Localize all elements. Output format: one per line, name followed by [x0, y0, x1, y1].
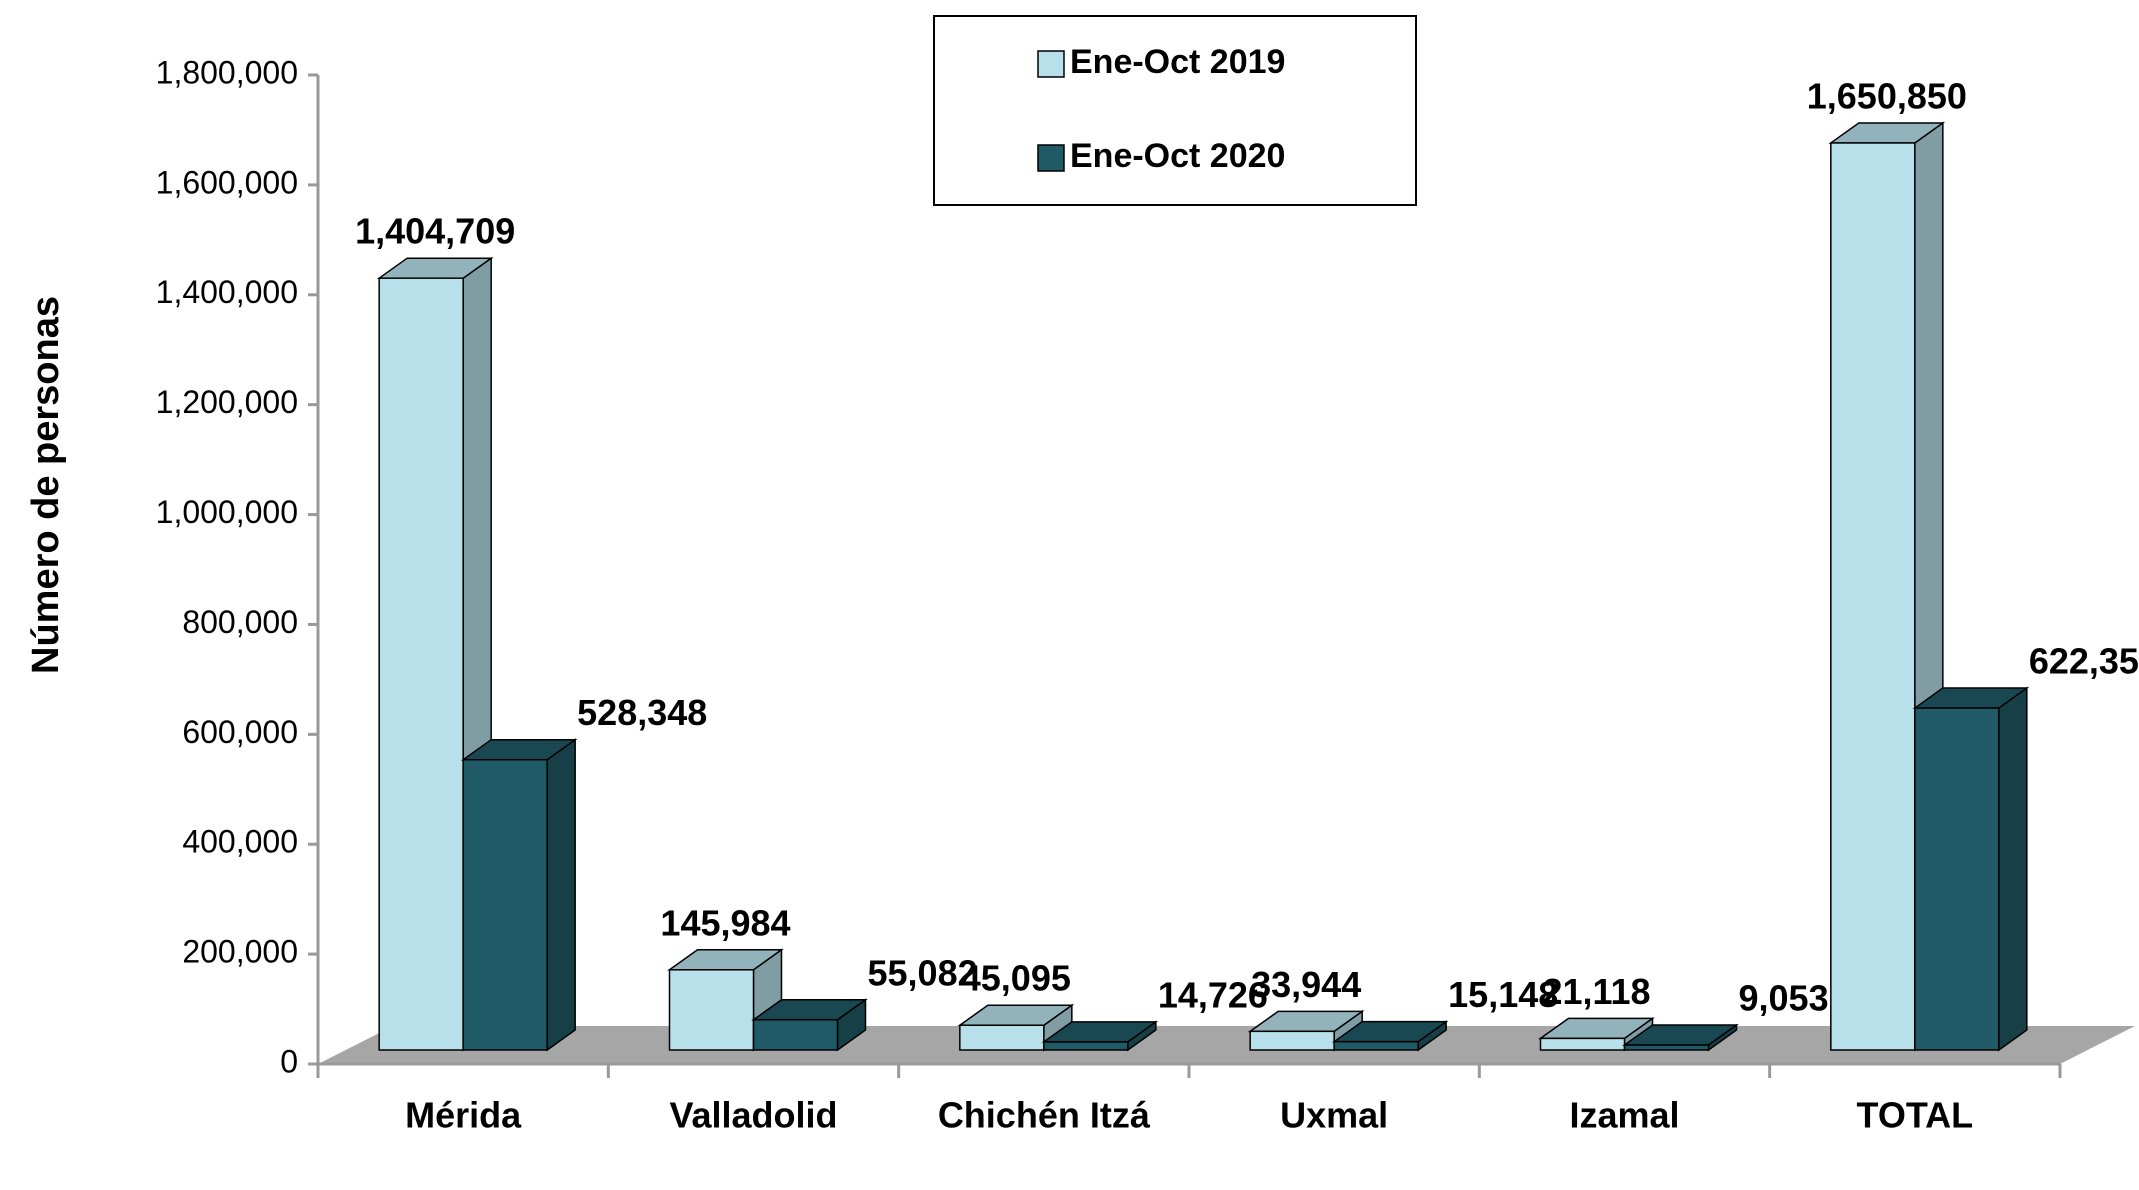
bar — [462, 758, 548, 1051]
x-tick-label: Uxmal — [1280, 1095, 1388, 1136]
legend-box — [933, 15, 1417, 206]
data-label: 55,082 — [868, 952, 978, 993]
data-label: 33,944 — [1251, 964, 1361, 1005]
y-tick-label: 600,000 — [182, 714, 298, 750]
data-label: 45,095 — [961, 958, 1071, 999]
x-tick-label: Mérida — [405, 1095, 522, 1136]
bar — [959, 1024, 1045, 1051]
bar-side — [1998, 686, 2028, 1052]
y-tick-label: 400,000 — [182, 824, 298, 860]
data-label: 528,348 — [577, 692, 707, 733]
bar — [1043, 1041, 1129, 1051]
bar — [1914, 707, 2000, 1051]
y-tick-label: 1,400,000 — [156, 274, 298, 310]
bar — [1539, 1037, 1626, 1051]
data-label: 1,650,850 — [1807, 75, 1967, 116]
bar — [1623, 1044, 1710, 1051]
y-axis-title: Número de personas — [25, 296, 67, 674]
y-tick-label: 200,000 — [182, 934, 298, 970]
x-tick-label: TOTAL — [1857, 1095, 1974, 1136]
bar-side — [546, 738, 576, 1052]
x-tick-label: Valladolid — [669, 1095, 837, 1136]
y-tick-label: 800,000 — [182, 604, 298, 640]
bar — [378, 277, 464, 1051]
data-label: 145,984 — [660, 902, 790, 943]
bar — [1249, 1030, 1335, 1051]
data-label: 1,404,709 — [355, 211, 515, 252]
y-tick-label: 0 — [280, 1043, 298, 1079]
bar — [1333, 1040, 1419, 1051]
data-label: 15,148 — [1448, 974, 1558, 1015]
data-label: 21,118 — [1542, 971, 1650, 1012]
legend-label: Ene-Oct 2019 — [1070, 43, 1285, 81]
y-tick-label: 1,200,000 — [156, 384, 298, 420]
x-tick-label: Izamal — [1569, 1095, 1679, 1136]
legend-swatch — [1037, 144, 1065, 172]
bar — [752, 1018, 839, 1051]
bar — [1830, 142, 1916, 1051]
data-label: 9,053 — [1739, 978, 1829, 1019]
y-tick-label: 1,000,000 — [156, 494, 298, 530]
data-label: 622,357 — [2029, 641, 2139, 682]
legend-swatch — [1037, 50, 1065, 78]
x-tick-label: Chichén Itzá — [938, 1095, 1151, 1136]
legend-label: Ene-Oct 2020 — [1070, 137, 1285, 175]
bar — [668, 969, 755, 1051]
y-tick-label: 1,600,000 — [156, 164, 298, 200]
y-tick-label: 1,800,000 — [156, 54, 298, 90]
data-label: 14,726 — [1158, 974, 1268, 1015]
